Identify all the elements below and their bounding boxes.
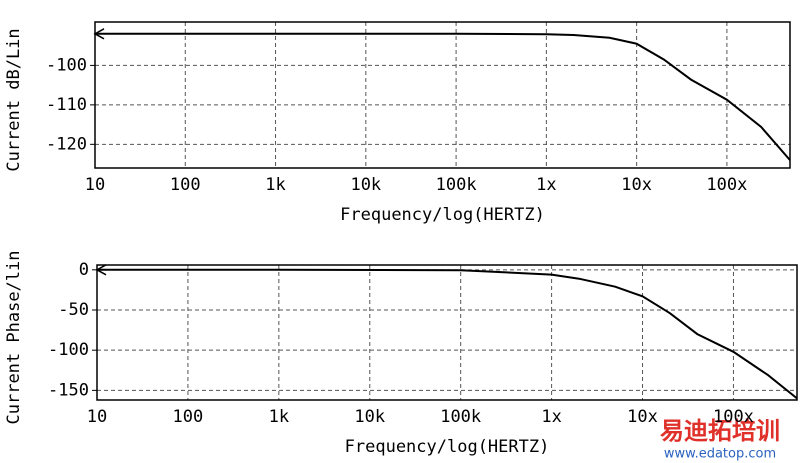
x-tick-label: 10: [85, 175, 105, 195]
x-tick-label: 10x: [627, 407, 658, 427]
y-tick-label: -150: [48, 380, 89, 400]
x-axis-label: Frequency/log(HERTZ): [340, 205, 545, 225]
x-tick-label: 100x: [713, 407, 754, 427]
x-axis-label: Frequency/log(HERTZ): [345, 437, 550, 457]
y-tick-label: -50: [58, 300, 89, 320]
x-tick-label: 100x: [706, 175, 747, 195]
y-axis-label: Current Phase/lin: [4, 251, 24, 425]
x-tick-label: 1k: [269, 407, 289, 427]
y-tick-label: -100: [46, 55, 87, 75]
x-tick-label: 1x: [536, 175, 556, 195]
x-tick-label: 10k: [354, 407, 385, 427]
x-tick-label: 1x: [541, 407, 561, 427]
y-tick-label: -120: [46, 134, 87, 154]
watermark-url: www.edatop.com: [664, 447, 776, 462]
watermark-brand: 易迪拓培训: [660, 417, 780, 445]
start-arrow: [93, 28, 105, 40]
data-line: [95, 32, 791, 161]
data-line: [97, 268, 798, 400]
y-tick-label: -100: [48, 340, 89, 360]
start-arrow: [95, 264, 107, 276]
plot-frame: [94, 21, 791, 169]
y-axis-label: Current dB/Lin: [4, 28, 24, 171]
x-tick-label: 100k: [436, 175, 477, 195]
x-tick-label: 100k: [440, 407, 481, 427]
x-tick-label: 100: [173, 407, 204, 427]
y-tick-label: 0: [79, 260, 89, 280]
y-tick-label: -110: [46, 95, 87, 115]
x-tick-label: 100: [170, 175, 201, 195]
x-tick-label: 10k: [350, 175, 381, 195]
x-tick-label: 1k: [265, 175, 285, 195]
plot-frame: [96, 264, 798, 401]
x-tick-label: 10x: [621, 175, 652, 195]
x-tick-label: 10: [87, 407, 107, 427]
